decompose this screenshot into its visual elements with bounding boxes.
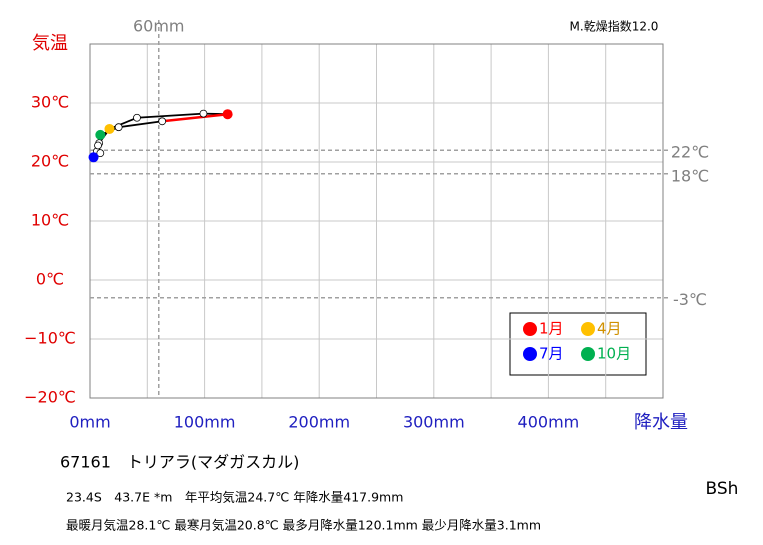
legend-label: 1月	[539, 320, 564, 338]
station-name: 67161 トリアラ(マダガスカル)	[60, 453, 299, 472]
reference-label: 60mm	[133, 17, 185, 36]
y-axis-label: 気温	[32, 33, 68, 54]
month-point	[96, 149, 105, 158]
reference-label: 18℃	[671, 166, 709, 185]
x-tick-label: 100mm	[174, 413, 236, 432]
month-point	[158, 117, 167, 126]
x-tick-label: 300mm	[403, 413, 465, 432]
info-line: 最暖月気温28.1℃ 最寒月気温20.8℃ 最多月降水量120.1mm 最少月降…	[66, 518, 541, 533]
legend-label: 7月	[539, 345, 564, 363]
y-tick-label: −10℃	[24, 329, 76, 348]
y-tick-label: 30℃	[31, 93, 69, 112]
month-point	[94, 141, 102, 150]
month-point	[222, 109, 233, 120]
month-point	[104, 123, 115, 134]
legend-marker	[581, 322, 595, 336]
x-tick-label: 200mm	[288, 413, 350, 432]
climate-class: BSh	[706, 479, 739, 499]
x-axis-label: 降水量	[634, 412, 688, 433]
month-point	[95, 129, 106, 140]
legend-label: 10月	[597, 345, 631, 363]
month-point	[88, 152, 99, 163]
legend-label: 4月	[597, 320, 622, 338]
plot-frame	[89, 43, 664, 399]
legend-marker	[581, 347, 595, 361]
x-tick-label: 400mm	[518, 413, 580, 432]
reference-label: 22℃	[671, 143, 709, 162]
month-point	[114, 123, 123, 132]
x-tick-label: 0mm	[69, 413, 110, 432]
index-label: M.乾燥指数12.0	[570, 19, 659, 34]
legend-marker	[523, 322, 537, 336]
info-line: 23.4S 43.7E *m 年平均気温24.7℃ 年降水量417.9mm	[66, 490, 403, 505]
month-point	[133, 113, 141, 122]
y-tick-label: 20℃	[31, 152, 69, 171]
legend-marker	[523, 347, 537, 361]
month-point	[199, 109, 208, 118]
y-tick-label: 10℃	[31, 211, 69, 230]
year-wrap-line	[162, 112, 228, 123]
y-tick-label: 0℃	[36, 270, 64, 289]
reference-label: -3℃	[673, 290, 707, 309]
y-tick-label: −20℃	[24, 388, 76, 407]
